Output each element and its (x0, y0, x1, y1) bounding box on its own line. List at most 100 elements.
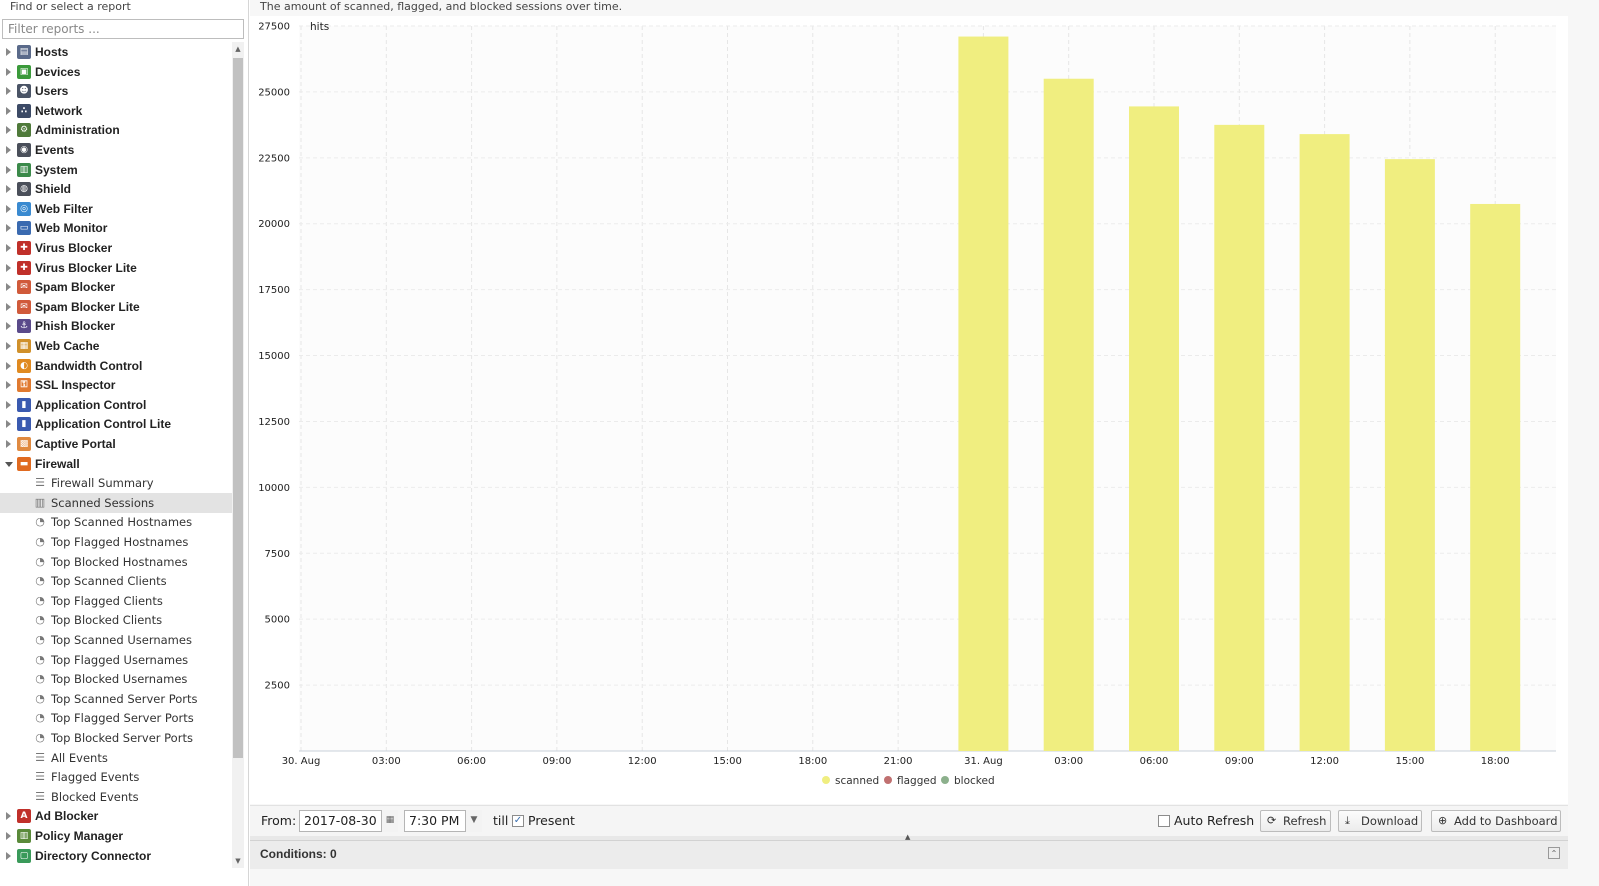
collapsed-arrow-icon[interactable] (6, 302, 11, 311)
bar-scanned (1470, 203, 1521, 752)
tree-report-top-flagged-usernames[interactable]: ◔ Top Flagged Usernames (0, 650, 236, 670)
collapsed-arrow-icon[interactable] (6, 185, 11, 194)
tree-category-web-cache[interactable]: ▦ Web Cache (0, 336, 236, 356)
download-button[interactable]: ⤓ Download (1338, 810, 1422, 832)
collapsed-arrow-icon[interactable] (6, 224, 11, 233)
scroll-up-arrow-icon[interactable]: ▲ (235, 45, 241, 53)
from-time-field[interactable]: 7:30 PM ▼ (404, 810, 482, 832)
tree-category-captive-portal[interactable]: ▩ Captive Portal (0, 434, 236, 454)
tree-category-phish-blocker[interactable]: ⚓ Phish Blocker (0, 316, 236, 336)
collapsed-arrow-icon[interactable] (6, 263, 11, 272)
collapsed-arrow-icon[interactable] (6, 832, 11, 840)
collapsed-arrow-icon[interactable] (6, 342, 11, 350)
collapse-icon[interactable]: ⌃ (1548, 847, 1560, 859)
tree-report-top-scanned-server-ports[interactable]: ◔ Top Scanned Server Ports (0, 689, 236, 709)
legend-marker-flagged (884, 776, 892, 784)
tree-category-web-monitor[interactable]: ▭ Web Monitor (0, 218, 236, 238)
collapsed-arrow-icon[interactable] (6, 106, 11, 115)
tree-category-bandwidth-control[interactable]: ◐ Bandwidth Control (0, 356, 236, 376)
collapsed-arrow-icon[interactable] (6, 244, 11, 252)
chevron-down-icon[interactable]: ▼ (465, 810, 482, 832)
tree-category-ssl-inspector[interactable]: ⚿ SSL Inspector (0, 375, 236, 395)
legend-label-scanned: scanned (835, 775, 879, 787)
refresh-button[interactable]: ⟳ Refresh (1260, 810, 1331, 832)
tree-report-top-blocked-hostnames[interactable]: ◔ Top Blocked Hostnames (0, 552, 236, 572)
tree-category-firewall[interactable]: ▬ Firewall (0, 454, 236, 474)
tree-category-directory-connector[interactable]: ▢ Directory Connector (0, 846, 236, 866)
policy-manager-icon: ▥ (17, 829, 31, 843)
tree-report-flagged-events[interactable]: ☰ Flagged Events (0, 767, 236, 787)
tree-report-all-events[interactable]: ☰ All Events (0, 748, 236, 768)
tree-report-top-blocked-usernames[interactable]: ◔ Top Blocked Usernames (0, 669, 236, 689)
filter-reports-input[interactable] (2, 19, 244, 39)
from-date-field[interactable]: 2017-08-30 ▦ (299, 810, 398, 832)
collapsed-arrow-icon[interactable] (6, 126, 11, 135)
spam-blocker-lite-icon: ✉ (17, 299, 31, 314)
tree-category-spam-blocker[interactable]: ✉ Spam Blocker (0, 277, 236, 297)
y-tick-label: 25000 (258, 87, 290, 98)
tree-report-top-scanned-clients[interactable]: ◔ Top Scanned Clients (0, 571, 236, 591)
tree-category-application-control[interactable]: ▮ Application Control (0, 395, 236, 415)
collapsed-arrow-icon[interactable] (6, 146, 11, 154)
tree-category-virus-blocker-lite[interactable]: ✚ Virus Blocker Lite (0, 258, 236, 278)
present-checkbox[interactable]: ✓ (512, 815, 524, 827)
tree-report-label: Scanned Sessions (51, 495, 155, 510)
x-tick-label: 06:00 (457, 756, 486, 767)
tree-category-devices[interactable]: ▣ Devices (0, 62, 236, 82)
tree-report-top-scanned-usernames[interactable]: ◔ Top Scanned Usernames (0, 630, 236, 650)
calendar-icon[interactable]: ▦ (381, 810, 398, 832)
tree-category-spam-blocker-lite[interactable]: ✉ Spam Blocker Lite (0, 297, 236, 317)
tree-report-top-blocked-server-ports[interactable]: ◔ Top Blocked Server Ports (0, 728, 236, 748)
splitter-up-arrow-icon[interactable]: ▲ (905, 833, 911, 841)
tree-report-blocked-events[interactable]: ☰ Blocked Events (0, 787, 236, 807)
collapsed-arrow-icon[interactable] (6, 440, 11, 448)
tree-report-top-flagged-server-ports[interactable]: ◔ Top Flagged Server Ports (0, 708, 236, 728)
tree-category-application-control-lite[interactable]: ▮ Application Control Lite (0, 414, 236, 434)
tree-category-events[interactable]: ◉ Events (0, 140, 236, 160)
tree-category-shield[interactable]: ◍ Shield (0, 179, 236, 199)
collapsed-arrow-icon[interactable] (6, 812, 11, 821)
tree-category-policy-manager[interactable]: ▥ Policy Manager (0, 826, 236, 846)
collapsed-arrow-icon[interactable] (6, 165, 11, 174)
tree-category-label: SSL Inspector (35, 378, 116, 393)
add-to-dashboard-button[interactable]: ⊕ Add to Dashboard (1431, 810, 1561, 832)
sidebar-scrollbar[interactable]: ▲ ▼ (232, 42, 244, 868)
tree-category-ad-blocker[interactable]: A Ad Blocker (0, 806, 236, 826)
tree-report-top-scanned-hostnames[interactable]: ◔ Top Scanned Hostnames (0, 512, 236, 532)
pie-chart-icon: ◔ (35, 515, 45, 529)
tree-category-system[interactable]: ▥ System (0, 160, 236, 180)
collapsed-arrow-icon[interactable] (6, 87, 11, 96)
tree-report-firewall-summary[interactable]: ☰ Firewall Summary (0, 473, 236, 493)
tree-report-top-blocked-clients[interactable]: ◔ Top Blocked Clients (0, 610, 236, 630)
tree-category-network[interactable]: ∴ Network (0, 101, 236, 121)
tree-category-hosts[interactable]: ▤ Hosts (0, 42, 236, 62)
spam-blocker-icon: ✉ (17, 280, 31, 295)
collapsed-arrow-icon[interactable] (6, 204, 11, 213)
tree-category-administration[interactable]: ⚙ Administration (0, 120, 236, 140)
tree-report-top-flagged-hostnames[interactable]: ◔ Top Flagged Hostnames (0, 532, 236, 552)
collapsed-arrow-icon[interactable] (6, 361, 11, 370)
auto-refresh-checkbox[interactable] (1158, 815, 1170, 827)
x-tick-label: 31. Aug (964, 756, 1003, 767)
collapsed-arrow-icon[interactable] (6, 283, 11, 292)
collapsed-arrow-icon[interactable] (6, 381, 11, 390)
collapsed-arrow-icon[interactable] (6, 48, 11, 56)
scrollbar-thumb[interactable] (233, 58, 243, 758)
collapsed-arrow-icon[interactable] (6, 420, 11, 429)
scroll-down-arrow-icon[interactable]: ▼ (235, 857, 241, 865)
y-tick-label: 10000 (258, 483, 290, 494)
x-tick-label: 18:00 (1481, 756, 1510, 767)
expanded-arrow-icon[interactable] (5, 461, 13, 467)
collapsed-arrow-icon[interactable] (6, 67, 11, 76)
collapsed-arrow-icon[interactable] (6, 851, 11, 860)
tree-category-users[interactable]: ☻ Users (0, 81, 236, 101)
conditions-splitter[interactable]: ▲ (250, 833, 1568, 841)
collapsed-arrow-icon[interactable] (6, 400, 11, 409)
tree-report-top-flagged-clients[interactable]: ◔ Top Flagged Clients (0, 591, 236, 611)
tree-report-scanned-sessions[interactable]: ▥ Scanned Sessions (0, 492, 236, 513)
tree-category-label: Web Filter (35, 201, 93, 216)
tree-category-web-filter[interactable]: ◎ Web Filter (0, 199, 236, 219)
tree-category-label: Firewall (35, 456, 80, 471)
tree-category-virus-blocker[interactable]: ✚ Virus Blocker (0, 238, 236, 258)
collapsed-arrow-icon[interactable] (6, 322, 11, 331)
